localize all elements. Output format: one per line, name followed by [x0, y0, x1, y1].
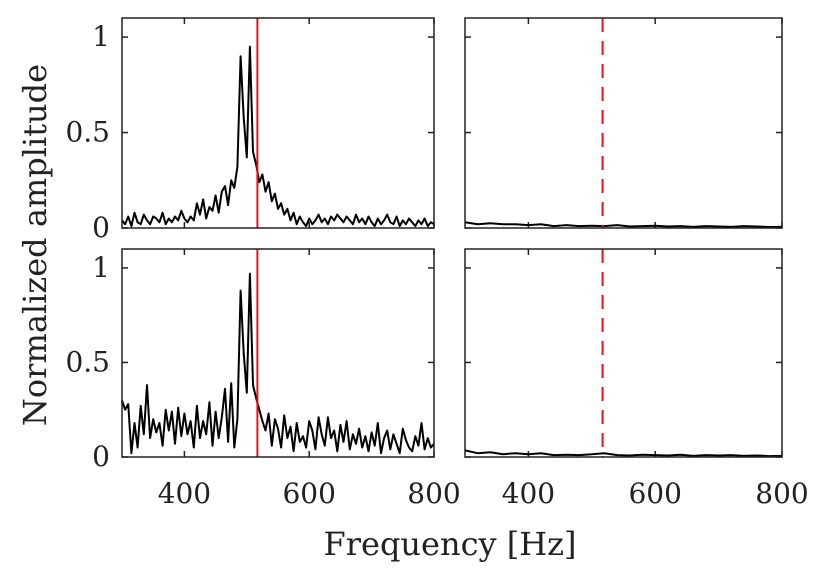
axes-frame-bottom-right	[464, 248, 783, 458]
y-axis-label: Normalized amplitude	[16, 64, 54, 426]
axes-frame-bottom-left	[121, 248, 435, 458]
panel-bottom-right: 400 600 800	[464, 248, 809, 510]
series-line-bottom-right	[464, 449, 783, 458]
y-tick-label: 1	[92, 251, 110, 284]
y-tick-label: 0.5	[65, 345, 110, 378]
axes-frame-top-left	[121, 17, 435, 229]
y-tick-label: 1	[92, 20, 110, 53]
panel-top-left: 00.51	[65, 17, 435, 244]
series-line-top-right	[464, 221, 783, 228]
y-tick-label: 0	[92, 211, 110, 244]
x-axis-label: Frequency [Hz]	[324, 525, 577, 563]
y-tick-label: 0.5	[65, 116, 110, 149]
y-tick-label: 0	[92, 440, 110, 473]
panel-bottom-left: 0 0.5 1 400 600 800	[65, 248, 461, 510]
series-line-bottom-left	[121, 272, 435, 455]
x-tick-label: 400	[158, 477, 211, 510]
x-tick-label: 800	[407, 477, 460, 510]
series-line-top-left	[121, 45, 435, 228]
x-tick-label: 400	[502, 477, 555, 510]
panel-top-right	[464, 17, 783, 229]
x-tick-label: 600	[282, 477, 335, 510]
x-tick-label: 600	[628, 477, 681, 510]
axes-frame-top-right	[464, 17, 783, 229]
x-tick-label: 800	[755, 477, 808, 510]
